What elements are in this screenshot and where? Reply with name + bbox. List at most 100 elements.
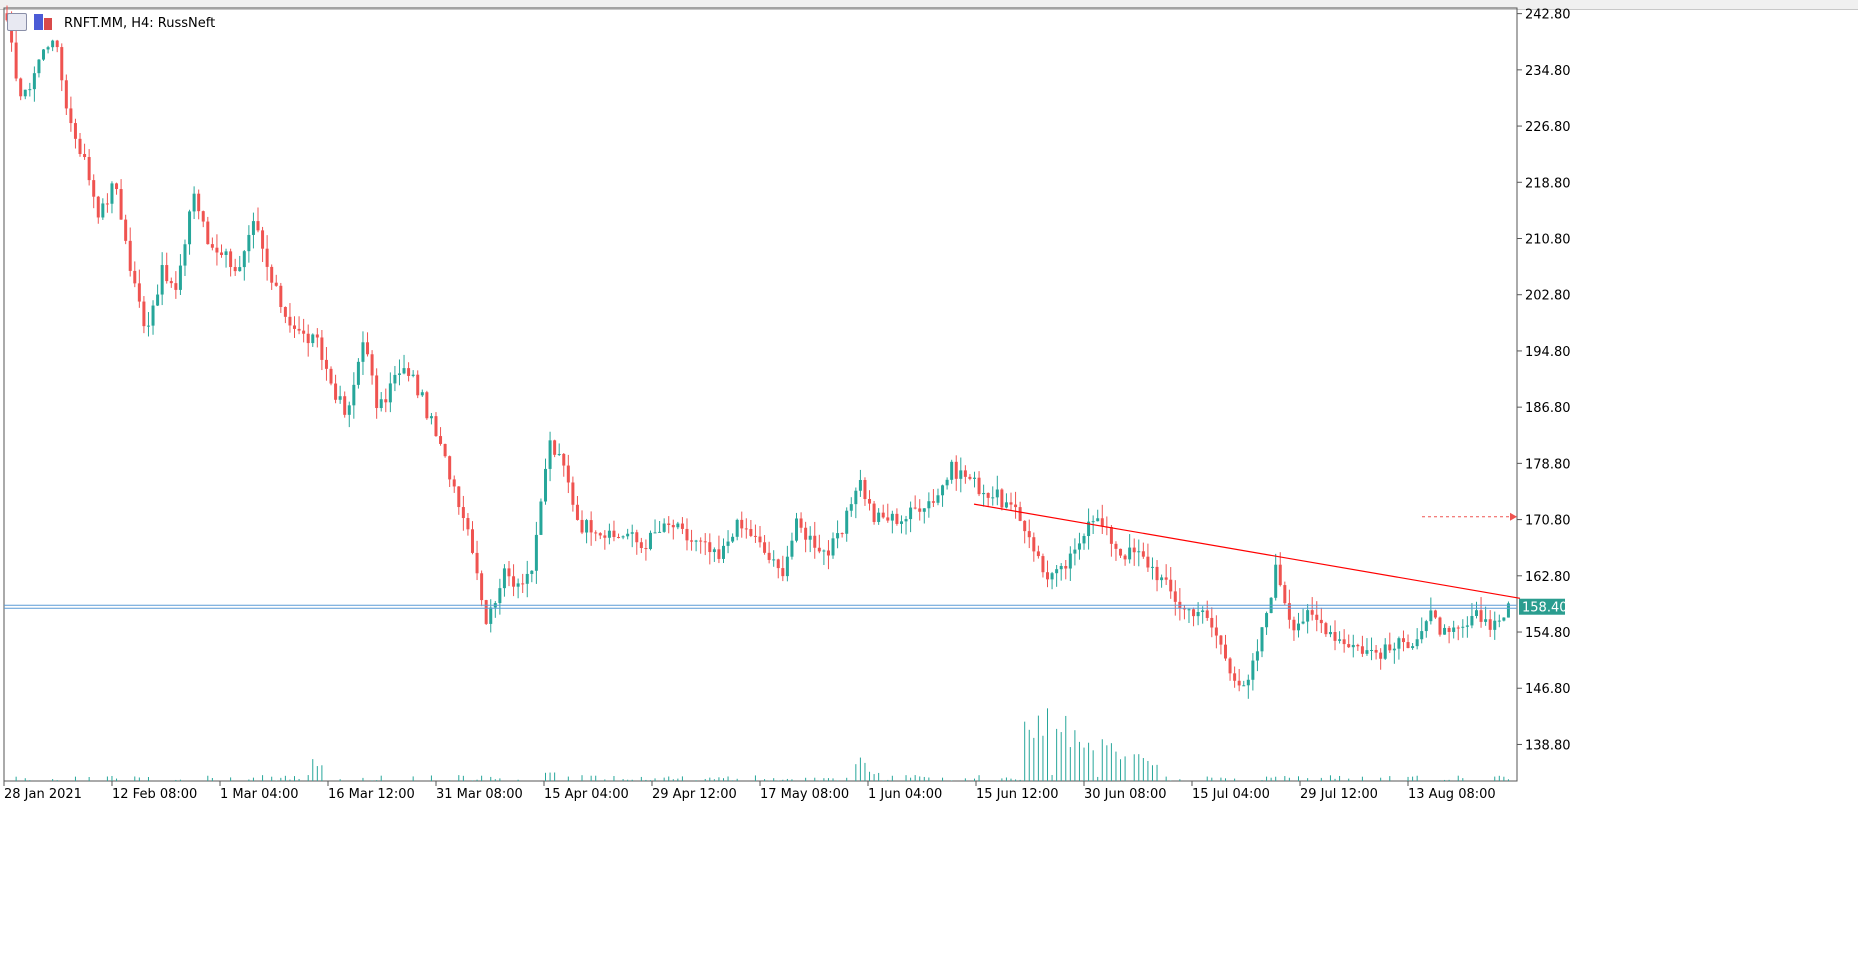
candle-body [1506,603,1510,618]
candle-body [233,267,237,272]
candle-body [899,521,903,524]
candle-body [480,573,484,601]
candle-body [530,570,534,574]
candle-body [1401,638,1405,643]
candle-body [639,542,643,549]
candle-body [808,535,812,540]
candle-body [110,183,114,204]
window-top-strip [0,0,1858,10]
candle-body [845,510,849,534]
candle-body [1360,646,1364,654]
x-tick-label: 13 Aug 08:00 [1408,787,1496,802]
candle-body [416,374,420,396]
candle-body [96,196,100,218]
candle-body [1461,626,1465,628]
candle-body [525,573,529,584]
candle-body [790,540,794,557]
candle-body [557,453,561,455]
candle-body [288,316,292,326]
candle-body [890,513,894,521]
candle-body [448,456,452,480]
candle-body [1155,566,1159,581]
candle-body [804,527,808,540]
candle-body [156,294,160,306]
candle-body [1274,564,1278,598]
candle-body [1050,573,1054,580]
candle-body [968,476,972,479]
candle-body [1132,547,1136,553]
candle-body [1488,619,1492,630]
candle-body [1100,518,1104,527]
candle-body [909,507,913,520]
candle-body [868,498,872,504]
candle-body [1137,551,1141,553]
candle-body [315,334,319,338]
candle-body [366,342,370,355]
x-tick-label: 1 Mar 04:00 [220,787,299,802]
chart-properties-icon[interactable] [7,13,27,31]
candle-body [242,251,246,268]
candle-body [1251,660,1255,680]
candle-body [60,47,64,81]
x-tick-label: 29 Jul 12:00 [1300,787,1378,802]
candle-body [717,549,721,559]
candle-body [1338,639,1342,641]
candle-body [384,399,388,403]
candle-body [854,490,858,505]
x-tick-label: 15 Apr 04:00 [544,787,629,802]
candle-body [931,501,935,503]
candle-body [215,247,219,253]
candle-body [1397,638,1401,649]
chart-title: RNFT.MM, H4: RussNeft [64,16,216,31]
candle-body [671,524,675,528]
candle-body [977,477,981,495]
candle-body [589,520,593,533]
candle-body [1014,504,1018,508]
candle-body [265,248,269,267]
candle-body [87,157,91,181]
candle-body [1073,549,1077,554]
candle-body [585,520,589,533]
candle-body [457,486,461,508]
candle-body [1233,673,1237,681]
indicator-list-icon[interactable] [33,13,53,31]
candle-body [1091,521,1095,523]
candle-body [959,470,963,479]
candle-body [1351,644,1355,648]
candle-body [721,545,725,559]
candle-body [466,518,470,530]
candle-body [1374,649,1378,653]
candle-body [105,203,109,205]
candle-body [863,479,867,499]
candle-body [1141,551,1145,557]
candle-body [1388,644,1392,651]
candle-body [475,552,479,574]
candle-body [831,538,835,556]
candle-body [1046,572,1050,580]
candle-body [1182,608,1186,610]
candle-body [247,234,251,252]
candle-body [1246,679,1250,686]
candle-body [603,535,607,538]
candle-body [279,285,283,307]
candle-body [1036,551,1040,557]
candle-body [343,396,347,415]
candle-body [219,252,223,255]
candle-body [210,244,214,248]
candle-body [1150,566,1154,568]
candle-body [813,535,817,548]
candle-body [429,416,433,419]
candle-body [598,533,602,536]
candle-body [1041,556,1045,573]
candle-body [452,479,456,487]
candle-body [918,508,922,512]
candle-body [1260,627,1264,652]
candle-body [1160,577,1164,581]
alert-arrow-icon [1510,512,1517,521]
candle-body [1456,627,1460,629]
candle-body [178,265,182,290]
candle-body [229,251,233,268]
candle-body [1119,548,1123,556]
candle-body [402,368,406,374]
